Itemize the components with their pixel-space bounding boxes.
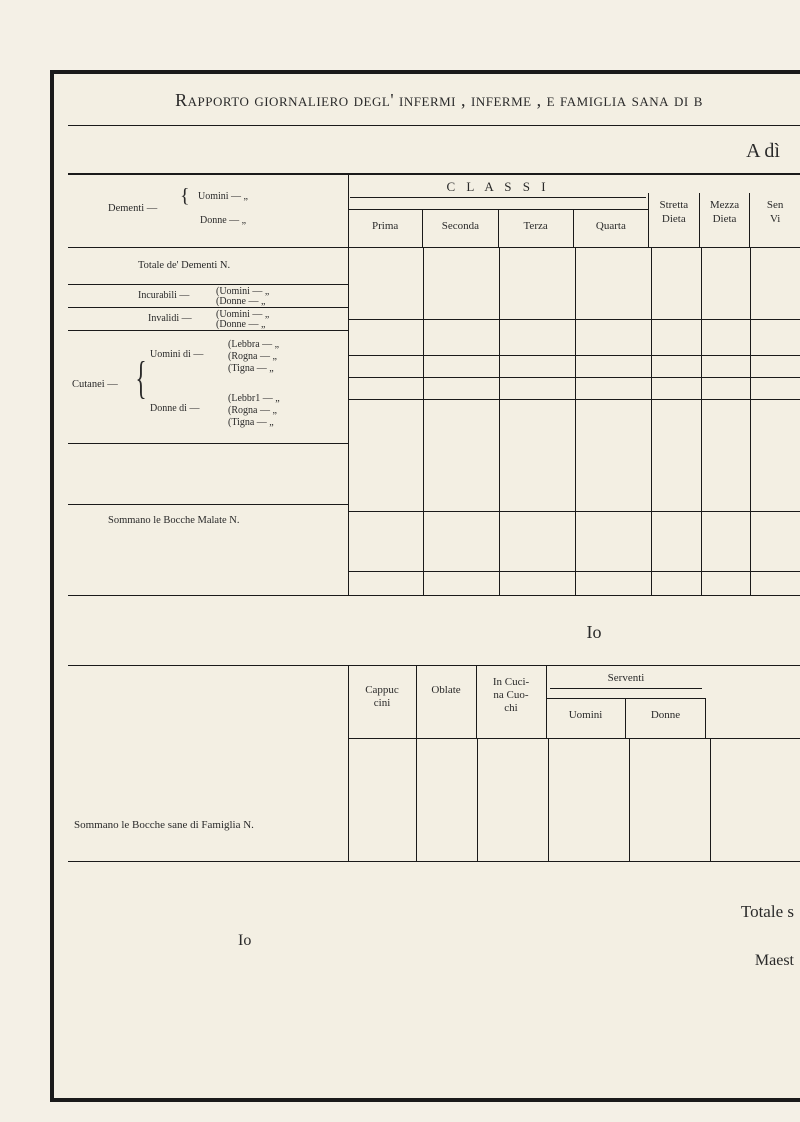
label: Invalidi — — [148, 313, 192, 324]
col-prima: Prima — [348, 210, 423, 248]
label: (Donne — „ — [216, 319, 265, 330]
label: Sommano le Bocche Malate N. — [108, 515, 240, 526]
brace-icon: { — [136, 351, 147, 404]
col-last — [706, 666, 800, 738]
column-headers: Cappuccini Oblate In Cuci-na Cuo-chi Ser… — [348, 666, 800, 739]
label: (Tigna — „ — [228, 363, 274, 374]
label: Sommano le Bocche sane di Famiglia N. — [74, 819, 342, 831]
label: (Donne — „ — [216, 296, 265, 307]
totale-label: Totale s — [741, 902, 794, 922]
brace-icon — [550, 688, 702, 697]
col-donne: Donne — [626, 699, 706, 738]
grid-horizontals — [348, 247, 800, 595]
col-stretta: StrettaDieta — [648, 193, 699, 247]
row-invalidi: Invalidi — (Uomini — „ (Donne — „ — [68, 308, 348, 331]
classi-cols: Prima Seconda Terza Quarta — [348, 209, 648, 248]
label: Donne — „ — [200, 215, 246, 226]
label: Uomini — „ — [198, 191, 248, 202]
brace-icon — [350, 197, 646, 208]
label: Dementi — — [108, 203, 157, 214]
classi-title: C L A S S I — [348, 179, 648, 195]
label: Donne di — — [150, 403, 199, 414]
row-totale-dementi: Totale de' Dementi N. — [68, 248, 348, 285]
data-area: C L A S S I Prima Seconda Terza Quarta S… — [348, 175, 800, 595]
row-spacer — [68, 444, 348, 505]
io-label: Io — [238, 932, 251, 950]
label: (Rogna — „ — [228, 351, 277, 362]
col-sen: SenVi — [749, 193, 800, 247]
dieta-cols: StrettaDieta MezzaDieta SenVi — [648, 193, 800, 247]
a-di: A dì — [68, 126, 800, 173]
label: (Rogna — „ — [228, 405, 277, 416]
label: Uomini di — — [150, 349, 203, 360]
page-title: Rapporto giornaliero degl' infermi , inf… — [78, 90, 800, 111]
row-headers: Dementi — { Uomini — „ Donne — „ Totale … — [68, 175, 349, 595]
col-uomini: Uomini — [546, 699, 626, 738]
label: (Lebbr1 — „ — [228, 393, 280, 404]
col-terza: Terza — [499, 210, 574, 248]
row-incurabili: Incurabili — (Uomini — „ (Donne — „ — [68, 285, 348, 308]
col-quarta: Quarta — [574, 210, 648, 248]
label: Cutanei — — [72, 379, 118, 390]
col-seconda: Seconda — [423, 210, 498, 248]
footer: Io Totale s Maest — [68, 862, 800, 992]
col-cappuccini: Cappuccini — [348, 666, 417, 738]
row-dementi: Dementi — { Uomini — „ Donne — „ — [68, 175, 348, 248]
maes-label: Maest — [755, 952, 794, 970]
label: Serventi — [546, 672, 706, 684]
col-oblate: Oblate — [416, 666, 477, 738]
col-cucina: In Cuci-na Cuo-chi — [476, 666, 547, 738]
page: Rapporto giornaliero degl' infermi , inf… — [50, 70, 800, 1102]
label: Incurabili — — [138, 290, 189, 301]
brace-icon: { — [180, 185, 190, 208]
row-cutanei: Cutanei — { Uomini di — (Lebbra — „ (Rog… — [68, 331, 348, 444]
upper-table: Dementi — { Uomini — „ Donne — „ Totale … — [68, 174, 800, 595]
row-headers: Sommano le Bocche sane di Famiglia N. — [68, 666, 349, 861]
label: (Lebbra — „ — [228, 339, 279, 350]
label: Totale de' Dementi N. — [138, 260, 230, 271]
row-sommano-malate: Sommano le Bocche Malate N. — [68, 505, 348, 537]
lower-table: Sommano le Bocche sane di Famiglia N. Ca… — [68, 665, 800, 862]
col-serventi: Serventi Uomini Donne — [546, 666, 706, 738]
io-label: Io — [68, 596, 800, 665]
grid-verticals — [348, 738, 800, 861]
data-area: Cappuccini Oblate In Cuci-na Cuo-chi Ser… — [348, 666, 800, 861]
label: (Tigna — „ — [228, 417, 274, 428]
col-mezza: MezzaDieta — [699, 193, 750, 247]
column-headers: C L A S S I Prima Seconda Terza Quarta S… — [348, 175, 800, 248]
